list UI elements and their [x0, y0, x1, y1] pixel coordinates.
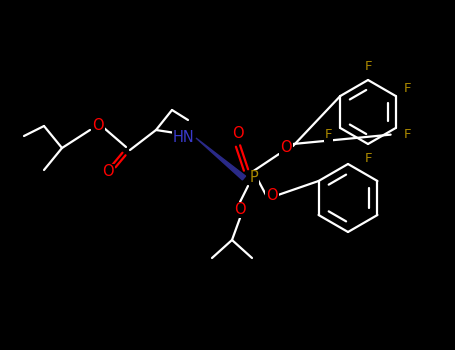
Polygon shape [196, 138, 246, 180]
Text: O: O [232, 126, 244, 141]
Text: O: O [92, 118, 104, 133]
Text: O: O [280, 140, 292, 155]
Text: F: F [324, 128, 332, 141]
Text: F: F [364, 60, 372, 72]
Text: F: F [364, 152, 372, 164]
Text: HN: HN [172, 131, 194, 146]
Text: O: O [234, 203, 246, 217]
Text: P: P [250, 170, 258, 186]
Text: F: F [404, 83, 412, 96]
Text: O: O [102, 164, 114, 180]
Text: F: F [404, 128, 412, 141]
Text: O: O [266, 188, 278, 203]
